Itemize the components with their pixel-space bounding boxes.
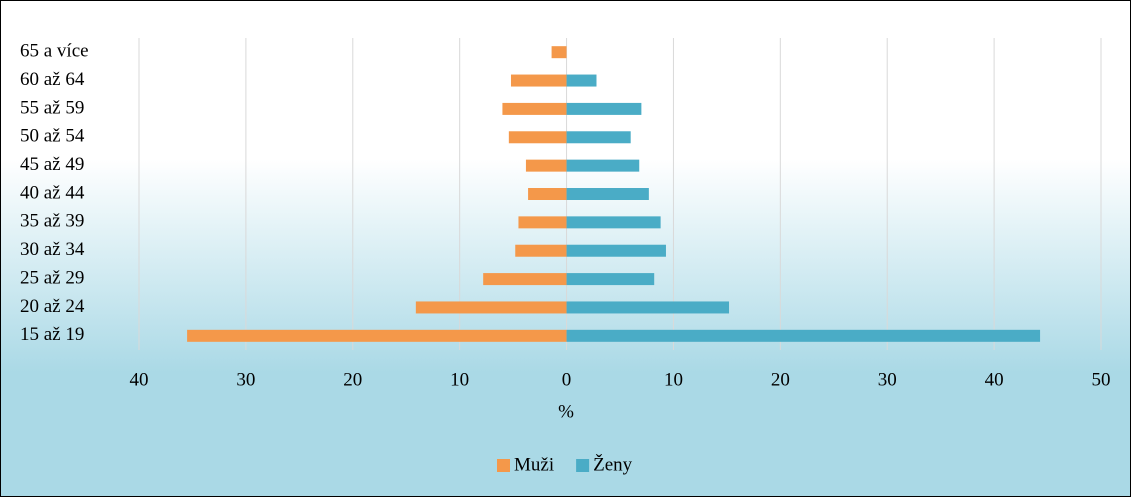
- bar: [566, 244, 666, 257]
- bar: [187, 329, 567, 342]
- x-tick-label: 50: [1092, 369, 1111, 390]
- x-tick-label: 20: [343, 369, 362, 390]
- bar: [510, 74, 567, 87]
- y-tick-label: 40 až 44: [20, 182, 85, 203]
- bar: [502, 102, 567, 115]
- bar: [518, 216, 567, 229]
- y-tick-label: 20 až 24: [20, 296, 85, 317]
- bar: [566, 329, 1041, 342]
- bar: [566, 301, 730, 314]
- x-tick-label: 10: [450, 369, 469, 390]
- x-tick-label: 30: [878, 369, 897, 390]
- y-tick-label: 55 až 59: [20, 97, 84, 118]
- bar: [566, 216, 661, 229]
- legend-label: Muži: [514, 454, 554, 475]
- legend-swatch: [497, 459, 510, 472]
- y-tick-label: 30 až 34: [20, 239, 85, 260]
- bar: [515, 244, 567, 257]
- bar: [566, 273, 655, 286]
- x-axis-title: %: [558, 401, 574, 422]
- y-tick-label: 25 až 29: [20, 267, 84, 288]
- bar: [551, 46, 567, 59]
- x-tick-label: 30: [236, 369, 255, 390]
- bar: [566, 74, 597, 87]
- y-tick-label: 45 až 49: [20, 154, 84, 175]
- y-tick-label: 65 a více: [20, 41, 89, 62]
- bar: [566, 102, 642, 115]
- bar: [566, 159, 640, 172]
- bar: [483, 273, 567, 286]
- y-tick-label: 50 až 54: [20, 126, 85, 147]
- y-tick-label: 35 až 39: [20, 211, 84, 232]
- y-tick-label: 15 až 19: [20, 324, 84, 345]
- legend-swatch: [576, 459, 590, 472]
- x-tick-label: 10: [664, 369, 683, 390]
- bar: [415, 301, 567, 314]
- legend-label: Ženy: [593, 453, 633, 475]
- bar: [566, 131, 631, 144]
- bar: [525, 159, 567, 172]
- x-tick-label: 40: [985, 369, 1004, 390]
- bar: [566, 188, 649, 200]
- x-tick-label: 20: [771, 369, 790, 390]
- y-tick-label: 60 až 64: [20, 69, 85, 90]
- x-tick-label: 40: [130, 369, 149, 390]
- bar: [508, 131, 567, 144]
- x-tick-label: 0: [562, 369, 572, 390]
- bar: [528, 188, 567, 200]
